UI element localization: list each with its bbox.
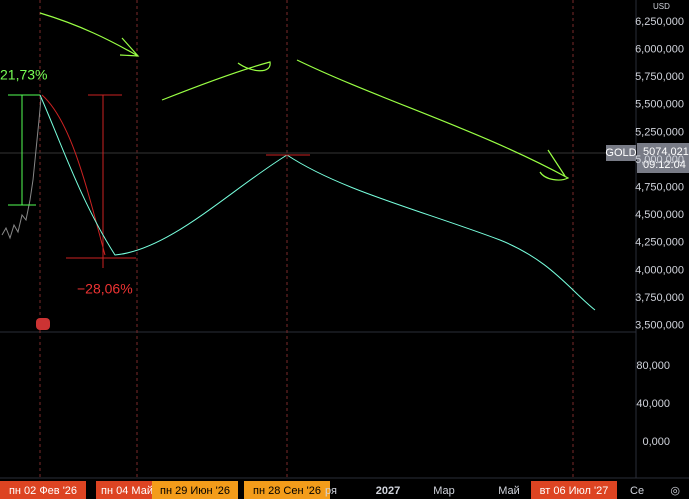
session-lines xyxy=(39,0,574,478)
time-marker xyxy=(0,481,86,499)
time-label: пн 02 Фев '26 xyxy=(9,485,77,497)
volume-tick-label: 80,000 xyxy=(636,360,670,372)
gain-label: 21,73% xyxy=(0,67,47,83)
time-label: пн 04 Май xyxy=(101,485,153,497)
time-label: 2027 xyxy=(376,485,400,497)
candles xyxy=(1,97,42,240)
price-tick-label: 6,000,000 xyxy=(635,44,684,56)
time-label: Се xyxy=(630,485,644,497)
time-label: вт 06 Июл '27 xyxy=(540,485,609,497)
price-tick-label: 4,250,000 xyxy=(635,237,684,249)
price-tick-label: 3,500,000 xyxy=(635,320,684,332)
price-tick-label: 3,750,000 xyxy=(635,292,684,304)
gain-measure xyxy=(8,94,40,206)
time-label: пн 29 Июн '26 xyxy=(160,485,230,497)
time-marker xyxy=(96,481,158,499)
currency: USD xyxy=(653,2,670,11)
flag-icon[interactable] xyxy=(36,318,50,330)
price-tag xyxy=(637,143,689,173)
volume-tick-label: 0,000 xyxy=(642,436,670,448)
price-tick-label: 5,000,000 xyxy=(635,154,684,166)
red-curve xyxy=(41,94,106,256)
symbol-name: GOLD xyxy=(605,147,636,159)
price-tick-label: 6,250,000 xyxy=(635,16,684,28)
price-tick-label: 4,000,000 xyxy=(635,264,684,276)
time-marker xyxy=(531,481,617,499)
time-marker xyxy=(244,481,330,499)
countdown: 09:12:04 xyxy=(643,159,686,171)
last-price: 5074,021 xyxy=(643,146,689,158)
time-label: ря xyxy=(325,485,337,497)
settings-icon[interactable]: ◎ xyxy=(670,485,680,497)
symbol-tag xyxy=(606,145,636,161)
price-tick-label: 5,500,000 xyxy=(635,99,684,111)
price-tick-label: 5,750,000 xyxy=(635,71,684,83)
price-tick-label: 4,500,000 xyxy=(635,209,684,221)
time-label: Май xyxy=(498,485,520,497)
loss-measure xyxy=(66,94,136,268)
time-label: пн 28 Сен '26 xyxy=(253,485,321,497)
time-label: Мар xyxy=(433,485,455,497)
price-tick-label: 5,250,000 xyxy=(635,126,684,138)
volume-tick-label: 40,000 xyxy=(636,398,670,410)
loss-label: −28,06% xyxy=(77,281,133,297)
price-tick-label: 4,750,000 xyxy=(635,182,684,194)
time-marker xyxy=(152,481,238,499)
drawn-arrows xyxy=(39,12,570,181)
